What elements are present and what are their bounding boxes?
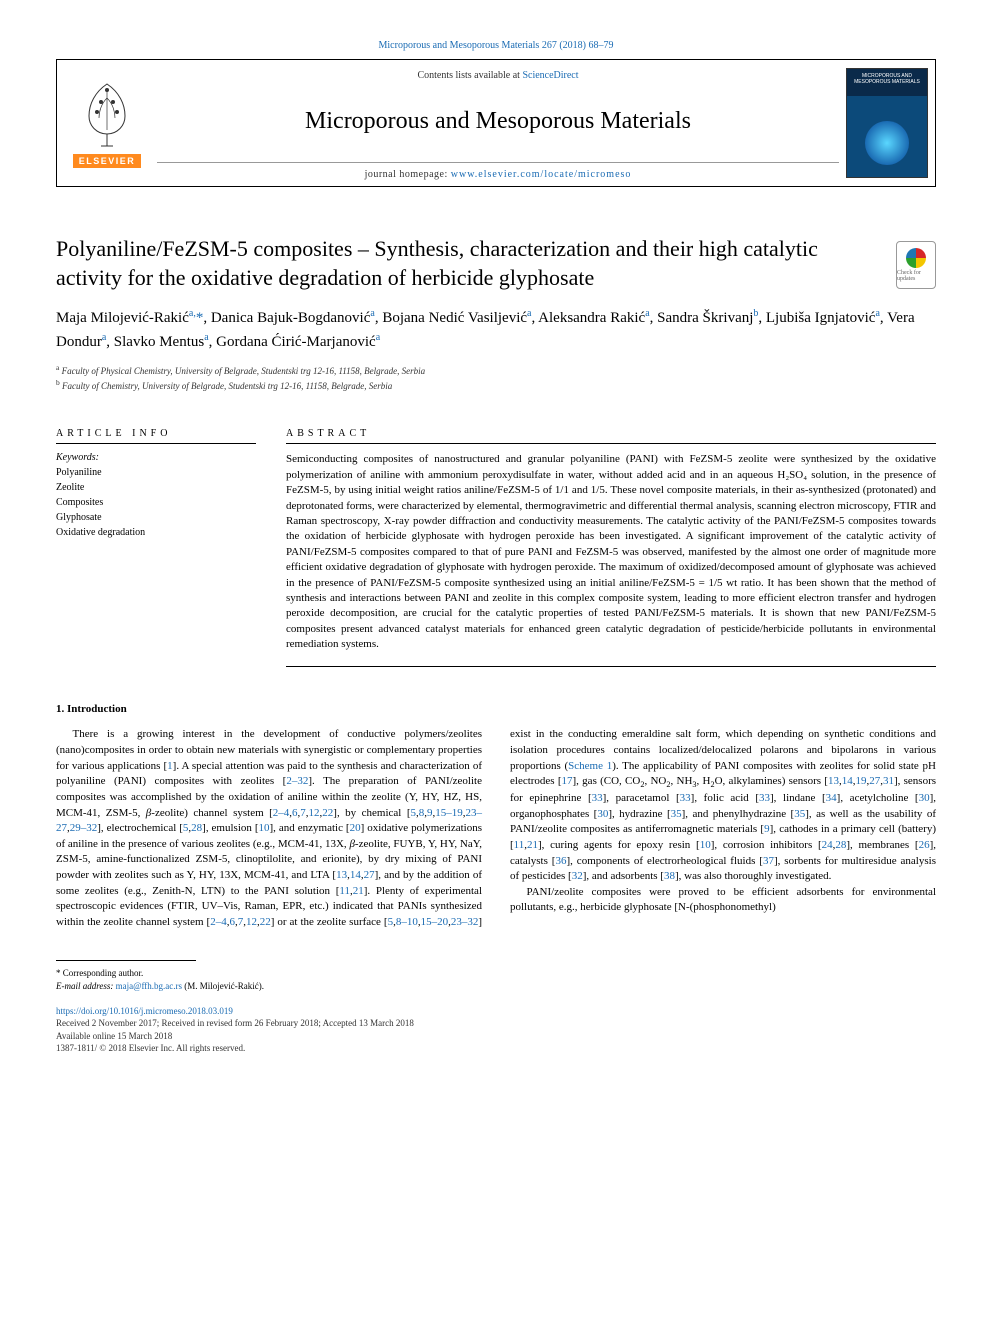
footnote-separator [56,960,196,961]
homepage-prefix: journal homepage: [365,169,451,180]
received-line: Received 2 November 2017; Received in re… [56,1018,414,1028]
author-list: Maja Milojević-Rakića,*, Danica Bajuk-Bo… [56,306,936,353]
crossmark-badge[interactable]: Check for updates [896,241,936,289]
journal-header: ELSEVIER Contents lists available at Sci… [56,59,936,187]
crossmark-icon [906,248,926,268]
publication-info-block: https://doi.org/10.1016/j.micromeso.2018… [56,1005,936,1055]
keywords-list: PolyanilineZeoliteCompositesGlyphosateOx… [56,465,256,540]
section-1-heading: 1. Introduction [56,703,936,715]
contents-lists-line: Contents lists available at ScienceDirec… [417,70,578,81]
section-title: Introduction [67,703,127,715]
article-info-panel: ARTICLE INFO Keywords: PolyanilineZeolit… [56,428,256,667]
abstract-text: Semiconducting composites of nanostructu… [286,452,936,667]
article-title: Polyaniline/FeZSM-5 composites – Synthes… [56,235,880,292]
journal-title: Microporous and Mesoporous Materials [305,108,691,135]
copyright-line: 1387-1811/ © 2018 Elsevier Inc. All righ… [56,1043,245,1053]
abstract-panel: ABSTRACT Semiconducting composites of na… [286,428,936,667]
abstract-heading: ABSTRACT [286,428,936,444]
available-line: Available online 15 March 2018 [56,1031,172,1041]
corresponding-name: (M. Milojević-Rakić). [184,981,264,991]
crossmark-label: Check for updates [897,270,935,282]
elsevier-wordmark: ELSEVIER [73,154,142,168]
section-number: 1. [56,703,64,715]
article-info-heading: ARTICLE INFO [56,428,256,444]
body-columns: There is a growing interest in the devel… [56,727,936,930]
journal-cover-thumb[interactable]: MICROPOROUS AND MESOPOROUS MATERIALS [839,60,935,186]
homepage-line: journal homepage: www.elsevier.com/locat… [157,162,839,180]
corresponding-label: * Corresponding author. [56,967,936,980]
affiliations: a Faculty of Physical Chemistry, Univers… [56,363,936,392]
contents-prefix: Contents lists available at [417,70,522,81]
elsevier-logo[interactable]: ELSEVIER [57,60,157,186]
doi-link[interactable]: https://doi.org/10.1016/j.micromeso.2018… [56,1006,233,1016]
elsevier-tree-icon [75,78,139,150]
cover-image: MICROPOROUS AND MESOPOROUS MATERIALS [846,68,928,178]
header-center: Contents lists available at ScienceDirec… [157,60,839,186]
sciencedirect-link[interactable]: ScienceDirect [522,70,578,81]
corresponding-email[interactable]: maja@ffh.bg.ac.rs [116,981,182,991]
journal-citation: Microporous and Mesoporous Materials 267… [56,40,936,51]
cover-title-text: MICROPOROUS AND MESOPOROUS MATERIALS [847,73,927,85]
corresponding-author-block: * Corresponding author. E-mail address: … [56,967,936,992]
homepage-link[interactable]: www.elsevier.com/locate/micromeso [451,169,632,180]
keywords-label: Keywords: [56,452,256,463]
email-label: E-mail address: [56,981,113,991]
